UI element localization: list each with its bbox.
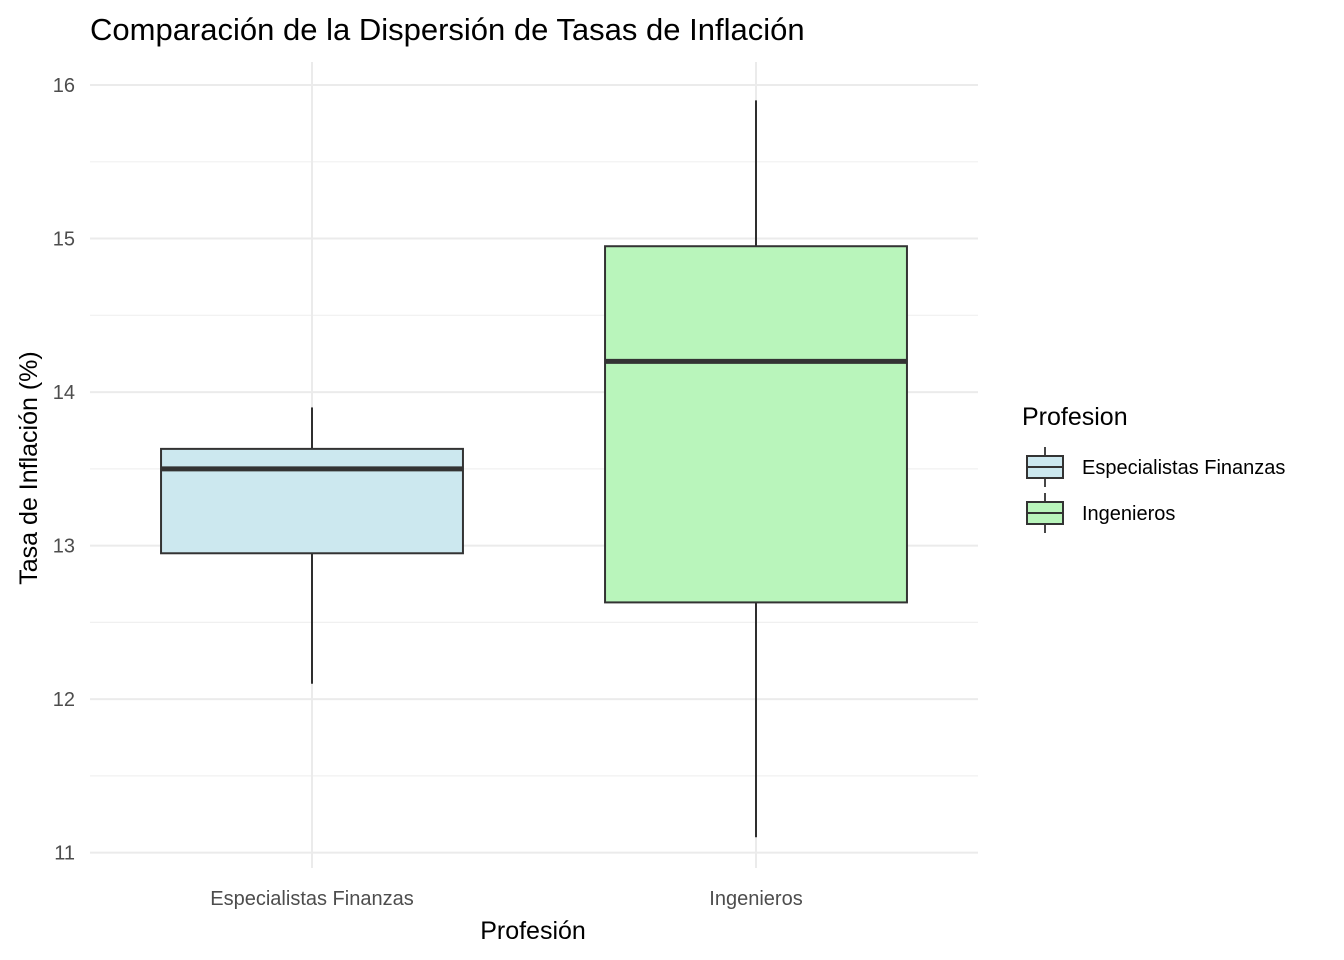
box-iqr — [604, 245, 908, 604]
legend-label: Especialistas Finanzas — [1082, 457, 1285, 479]
y-tick-label: 11 — [54, 843, 75, 865]
legend: Profesion Especialistas Finanzas Ingenier… — [1022, 403, 1285, 533]
box-iqr — [160, 447, 464, 555]
y-tick-label: 15 — [53, 229, 75, 251]
legend-item-2: Ingenieros — [1026, 493, 1175, 533]
box-2 — [604, 100, 908, 838]
y-tick-label: 12 — [53, 689, 75, 711]
y-axis-ticks: 11 12 13 14 15 16 — [53, 75, 75, 865]
legend-items: Especialistas Finanzas Ingenieros — [1026, 447, 1285, 533]
x-axis-title: Profesión — [480, 917, 586, 945]
y-tick-label: 16 — [53, 75, 75, 97]
y-axis-title: Tasa de Inflación (%) — [15, 351, 43, 584]
x-tick-label: Ingenieros — [709, 888, 802, 910]
legend-title: Profesion — [1022, 403, 1128, 431]
y-tick-label: 13 — [53, 536, 75, 558]
chart-title: Comparación de la Dispersión de Tasas de… — [90, 12, 805, 47]
y-tick-label: 14 — [53, 382, 75, 404]
legend-item-1: Especialistas Finanzas — [1026, 447, 1285, 487]
x-axis-ticks: Especialistas Finanzas Ingenieros — [210, 888, 802, 910]
legend-label: Ingenieros — [1082, 503, 1175, 525]
boxes — [160, 100, 908, 838]
box-1 — [160, 407, 464, 684]
x-tick-label: Especialistas Finanzas — [210, 888, 413, 910]
